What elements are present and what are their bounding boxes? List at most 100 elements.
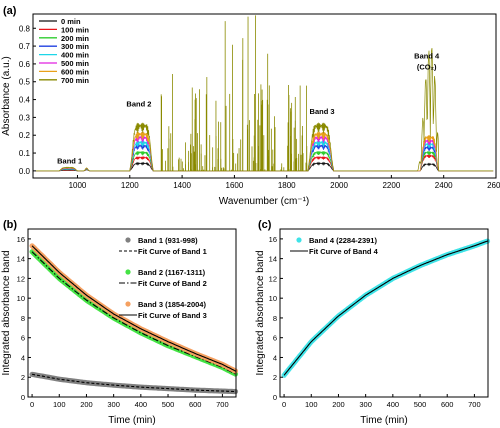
x-tick-label: 400 — [387, 400, 400, 409]
x-tick-label: 500 — [414, 400, 427, 409]
legend-marker — [125, 301, 131, 307]
x-tick-label: 100 — [53, 400, 66, 409]
legend-label: 200 min — [61, 34, 89, 43]
spectra-plot-area — [35, 15, 494, 172]
y-tick-label: 16 — [269, 235, 277, 244]
bands-decay-y-ticks: 0 2 4 6 8 10 12 14 16 — [17, 235, 31, 402]
x-tick-label: 300 — [107, 400, 120, 409]
bands-decay-y-axis-label: Integrated absorbance band — [1, 250, 12, 375]
fit-curve-line — [31, 245, 237, 372]
x-tick-label: 600 — [441, 400, 454, 409]
x-tick-label: 200 — [332, 400, 345, 409]
legend-label: Fit Curve of Band 4 — [309, 247, 379, 256]
y-tick-label: 0 — [273, 393, 277, 402]
band-annotation: Band 4 — [414, 52, 440, 61]
y-tick-label: 6 — [21, 334, 25, 343]
y-tick-label: 0.0 — [19, 167, 31, 176]
y-tick-label: 0.2 — [19, 131, 31, 140]
x-tick-label: 200 — [80, 400, 93, 409]
y-tick-label: 12 — [269, 274, 277, 283]
spectra-frame — [32, 13, 497, 179]
legend-label: Band 1 (931-998) — [138, 236, 198, 245]
x-tick-label: 600 — [189, 400, 202, 409]
fit-curve-line — [31, 251, 237, 375]
legend-label: Fit Curve of Band 2 — [138, 279, 207, 288]
band4-growth-legend: Band 4 (2284-2391) Fit Curve of Band 4 — [290, 236, 379, 256]
x-tick-label: 500 — [162, 400, 175, 409]
bands-decay-plot-area — [29, 243, 239, 395]
y-tick-label: 2 — [21, 373, 25, 382]
y-tick-label: 6 — [273, 334, 277, 343]
y-tick-label: 0.8 — [19, 24, 31, 33]
legend-label: 300 min — [61, 42, 89, 51]
x-tick-label: 0 — [30, 400, 34, 409]
y-tick-label: 14 — [17, 255, 25, 264]
spectra-x-axis-label: Wavenumber (cm⁻¹) — [219, 196, 309, 207]
y-tick-label: 10 — [269, 294, 277, 303]
band-annotation: Band 1 — [57, 157, 82, 166]
x-tick-label: 0 — [282, 400, 286, 409]
band-annotation: (CO₂) — [417, 62, 437, 71]
legend-label: Band 3 (1854-2004) — [138, 300, 206, 309]
legend-label: 400 min — [61, 51, 89, 60]
y-tick-label: 4 — [21, 353, 25, 362]
bands-decay-panel: (b) 0 100 200 300 400 500 600 700 0 2 4 6 8 10 12 14 16… — [1, 219, 239, 426]
bands-decay-frame — [27, 228, 237, 398]
bands-decay-x-axis-label: Time (min) — [108, 415, 155, 426]
band-annotation: Band 2 — [126, 100, 151, 109]
spectra-panel: (a) 1000 1200 1400 1600 1800 2000 2200 2400 260 0… — [1, 5, 500, 207]
x-tick-label: 2400 — [435, 181, 453, 190]
legend-label: 0 min — [61, 17, 81, 26]
y-tick-label: 2 — [273, 373, 277, 382]
y-tick-label: 0.3 — [19, 113, 31, 122]
legend-label: 500 min — [61, 59, 89, 68]
y-tick-label: 16 — [17, 235, 25, 244]
legend-marker — [125, 237, 131, 243]
x-tick-label: 300 — [359, 400, 372, 409]
legend-label: 700 min — [61, 76, 89, 85]
spectra-y-axis-label: Absorbance (a.u.) — [1, 56, 12, 136]
y-tick-label: 12 — [17, 274, 25, 283]
spectra-lines — [35, 15, 494, 172]
legend-label: Fit Curve of Band 1 — [138, 247, 207, 256]
legend-label: 600 min — [61, 67, 89, 76]
legend-label: 100 min — [61, 25, 89, 34]
legend-label: Band 4 (2284-2391) — [309, 236, 377, 245]
band4-growth-x-axis-label: Time (min) — [360, 415, 407, 426]
x-tick-label: 1600 — [226, 181, 244, 190]
spectrum-line — [35, 48, 494, 172]
y-tick-label: 0.1 — [19, 149, 31, 158]
x-tick-label: 100 — [305, 400, 318, 409]
x-tick-label: 1200 — [121, 181, 139, 190]
fit-curve-line — [283, 240, 489, 376]
band4-growth-plot-area — [281, 238, 491, 378]
y-tick-label: 0.5 — [19, 78, 31, 87]
bands-decay-x-ticks: 0 100 200 300 400 500 600 700 — [30, 394, 229, 409]
band4-growth-panel: (c) 0 100 200 300 400 500 600 700 0 2 4 6 8 10 12 14 16… — [255, 219, 491, 426]
y-tick-label: 0.6 — [19, 60, 31, 69]
legend-marker — [125, 269, 131, 275]
band-annotation: Band 3 — [310, 107, 335, 116]
panel-c-label: (c) — [258, 219, 272, 231]
fit-curve-line — [32, 373, 237, 393]
x-tick-label: 1400 — [173, 181, 191, 190]
bands-decay-legend: Band 1 (931-998) Fit Curve of Band 1 Band … — [119, 236, 207, 320]
x-tick-label: 1800 — [278, 181, 296, 190]
y-tick-label: 4 — [273, 353, 277, 362]
panel-b-label: (b) — [3, 219, 17, 231]
x-tick-label: 700 — [216, 400, 229, 409]
y-tick-label: 0 — [21, 393, 25, 402]
x-tick-label: 2200 — [382, 181, 400, 190]
band4-growth-frame — [279, 228, 489, 398]
band4-growth-y-axis-label: Integrated absorbance band — [255, 250, 266, 375]
y-tick-label: 10 — [17, 294, 25, 303]
y-tick-label: 8 — [273, 314, 277, 323]
legend-label: Fit Curve of Band 3 — [138, 311, 207, 320]
legend-marker — [296, 237, 302, 243]
y-tick-label: 8 — [21, 314, 25, 323]
y-tick-label: 0.7 — [19, 42, 31, 51]
